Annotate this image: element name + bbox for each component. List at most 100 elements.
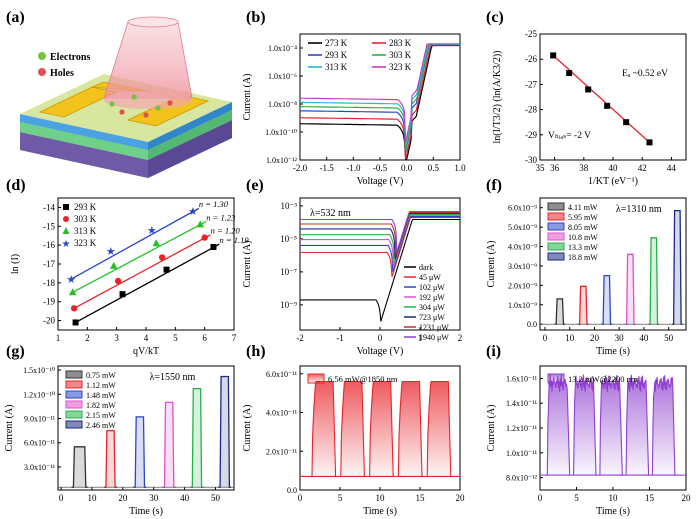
legend-label: 303 K — [389, 50, 412, 60]
y-tick-label: 4.0x10⁻¹¹ — [266, 409, 298, 418]
y-tick-label: 4.0x10⁻⁹ — [508, 243, 537, 252]
y-tick-label: 10⁻³ — [281, 201, 298, 211]
y-tick-label: -17 — [43, 259, 55, 269]
ideality-factor-label: n = 1.19 — [219, 235, 249, 245]
activation-energy-annotation: Eₐ ~0.52 eV — [622, 69, 668, 79]
x-tick-label: 0.5 — [428, 163, 440, 173]
legend-swatch — [547, 252, 565, 261]
panel-h-1850nm: 0 5 10 15 20 0.0 2.0x10⁻¹¹ 4.0x10⁻¹¹ 6.0x10⁻¹¹ Ti… — [242, 365, 466, 517]
fit-line-293K — [75, 243, 220, 324]
data-point: ★ — [106, 246, 116, 258]
panel-label-g: (g) — [6, 343, 25, 360]
legend-swatch — [547, 373, 565, 384]
x-tick-label: 50 — [211, 493, 221, 503]
light-beam-top — [127, 16, 179, 28]
data-point — [196, 220, 205, 228]
legend-label: 6.56 mW@1850 nm — [328, 374, 398, 384]
x-tick-label: 7 — [232, 333, 237, 343]
legend-label: 304 μW — [419, 303, 445, 312]
photoresponse-cycle — [546, 374, 571, 476]
legend-label: 1.48 mW — [86, 391, 116, 400]
y-tick-label: 1.0x10⁻⁴ — [268, 44, 297, 53]
photoresponse-cycle — [311, 380, 337, 477]
plot-frame — [539, 197, 687, 331]
x-tick-label: 0 — [378, 333, 383, 343]
electron-dot — [155, 105, 161, 111]
y-tick-label: 1.0x10⁻¹² — [266, 156, 298, 165]
photoresponse-pulse — [162, 401, 176, 488]
x-tick-label: -2.0 — [293, 163, 308, 173]
data-point — [109, 261, 118, 269]
y-tick-label: -18 — [43, 278, 55, 288]
photoresponse-pulse — [190, 387, 204, 488]
x-axis-label: Time (s) — [363, 506, 397, 517]
legend-label: 192 μW — [419, 293, 445, 302]
x-tick-label: 20 — [456, 493, 466, 503]
x-tick-label: 20 — [118, 493, 128, 503]
y-tick-label: 8.0x10⁻¹² — [506, 474, 538, 483]
x-axis-label: Time (s) — [129, 506, 163, 517]
y-axis-label: Current (A) — [4, 405, 15, 452]
x-tick-label: 3 — [114, 333, 119, 343]
x-tick-label: -0.5 — [373, 163, 388, 173]
x-tick-label: 15 — [416, 493, 426, 503]
y-tick-label: 10⁻⁹ — [280, 300, 297, 310]
iv-curve-303K — [300, 43, 460, 151]
legend-marker — [63, 204, 69, 210]
iv-curve-dark — [300, 218, 460, 322]
legend-label: 2.15 mW — [86, 411, 116, 420]
y-tick-label: 6.0x10⁻⁹ — [508, 204, 537, 213]
fit-line — [552, 54, 650, 143]
y-tick-label: -27 — [525, 79, 537, 89]
x-tick-label: 30 — [149, 493, 159, 503]
x-tick-label: 20 — [682, 493, 692, 503]
photoresponse-pulse — [133, 416, 147, 488]
panel-c-arrhenius: 35 36 38 40 42 44 -30 -29 -28 -27 -26 -25 1/KT (eV⁻¹… — [492, 29, 687, 187]
photoresponse-pulse — [554, 298, 565, 325]
ideality-factor-label: n = 1.23 — [206, 212, 235, 222]
legend-marker: ★ — [62, 239, 71, 250]
legend-label: 1.12 mW — [86, 381, 116, 390]
y-tick-label: 9.0x10⁻¹¹ — [24, 415, 56, 424]
y-axis-label: ln(I/T3/2) (ln(A/K3/2)) — [492, 50, 503, 143]
wavelength-annotation: λ=532 nm — [310, 208, 351, 219]
legend-label: 283 K — [389, 38, 412, 48]
iv-curve-102μW — [300, 215, 460, 273]
y-tick-label: 6.0x10⁻¹¹ — [24, 439, 56, 448]
data-point — [585, 86, 592, 93]
iv-curve-323K — [300, 43, 460, 142]
legend-swatch — [65, 400, 83, 409]
legend-label: 2.46 mW — [86, 421, 116, 430]
photoresponse-cycle — [599, 375, 623, 476]
y-tick-label: -29 — [525, 130, 537, 140]
data-point — [210, 244, 217, 251]
legend-swatch — [547, 222, 565, 231]
x-tick-label: 10 — [609, 493, 619, 503]
legend-label: 313 K — [74, 226, 97, 236]
legend-swatch — [547, 202, 565, 211]
x-axis-label: Time (s) — [596, 346, 630, 357]
legend-swatch — [65, 380, 83, 389]
panel-label-e: (e) — [246, 177, 264, 194]
x-tick-label: 20 — [590, 333, 600, 343]
panel-b-iv-temperature: -2.0 -1.5 -1.0 -0.5 0.0 0.5 1.0 1.0x10⁻¹² 1.0x10… — [242, 33, 466, 187]
photoresponse-cycle — [369, 380, 394, 477]
x-tick-label: 36 — [550, 163, 560, 173]
data-point — [604, 102, 611, 109]
electrons-legend-label: Electrons — [50, 52, 90, 63]
legend-label: 293 K — [325, 50, 348, 60]
x-tick-label: -2 — [296, 333, 304, 343]
x-axis-label: 1/KT (eV⁻¹) — [588, 176, 638, 187]
legend-label: dark — [419, 263, 433, 272]
x-tick-label: -1 — [336, 333, 344, 343]
ideality-factor-label: n = 1.20 — [211, 226, 241, 236]
iv-curve-1231μW — [300, 211, 460, 256]
iv-curve-304μW — [300, 213, 460, 264]
legend-swatch — [547, 242, 565, 251]
legend-swatch — [65, 370, 83, 379]
bias-annotation: Vₕᵢₐₛ= -2 V — [548, 131, 591, 141]
y-tick-label: -28 — [525, 105, 537, 115]
y-tick-label: 1.6x10⁻¹¹ — [506, 374, 538, 383]
photoresponse-pulse — [71, 446, 88, 488]
hole-dot — [119, 109, 125, 115]
